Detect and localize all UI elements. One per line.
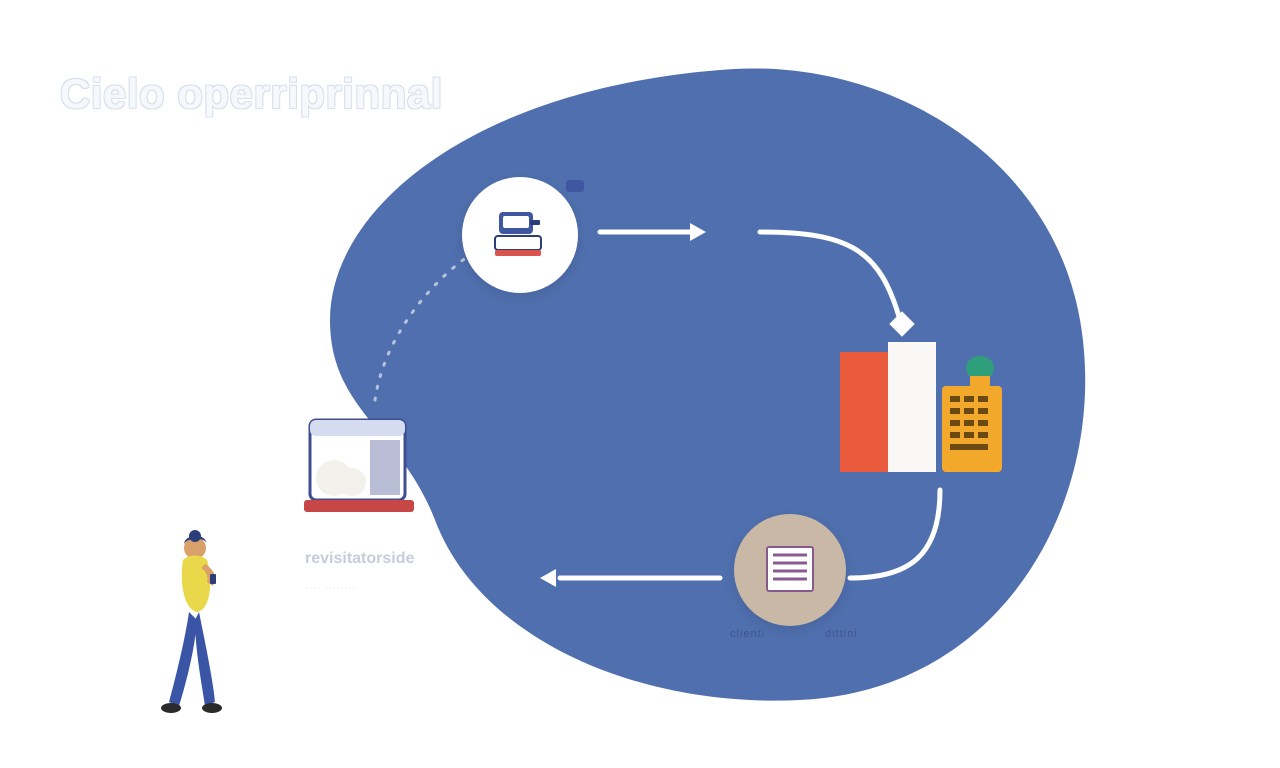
factory-subcaption: ···· ········ [305, 580, 356, 594]
store-icon [840, 342, 1010, 492]
arrow-document-head [540, 569, 556, 587]
diagram-stage: Cielo operriprinnal [0, 0, 1280, 768]
arrow-factory-to-register [375, 255, 470, 400]
document-icon [753, 533, 827, 607]
arrow-curve-head-diamond [889, 311, 914, 336]
arrow-register-head [690, 223, 706, 241]
register-icon [485, 200, 555, 270]
person-walking-icon [155, 530, 235, 705]
arrow-store-to-document [850, 490, 940, 578]
arrow-curve-to-store [760, 232, 900, 320]
node-factory [300, 400, 420, 520]
person-svg [155, 530, 245, 715]
label-document-left: clienti [730, 628, 765, 640]
factory-icon [300, 400, 430, 530]
node-register [462, 177, 578, 293]
node-store [840, 342, 1010, 482]
node-document [734, 514, 846, 626]
factory-caption: revisitatorside [305, 550, 414, 568]
label-document-right: dittini [825, 628, 858, 640]
decor-small-tag [566, 180, 584, 192]
